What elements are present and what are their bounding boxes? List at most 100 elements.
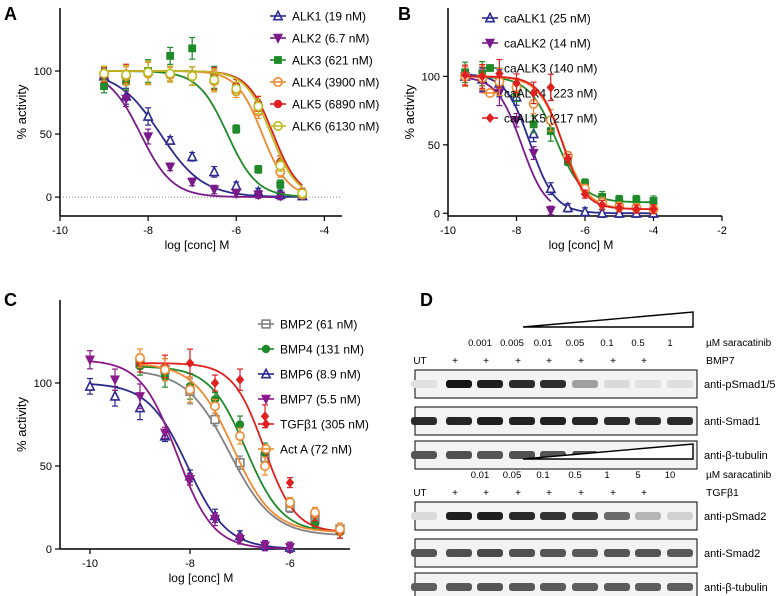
concentration-wedge xyxy=(522,311,694,328)
blot-band xyxy=(540,583,566,591)
chart-b-x-tick-label: -2 xyxy=(717,225,727,237)
concentration-label: 0.5 xyxy=(631,338,644,349)
chart-c-legend-label: BMP2 (61 nM) xyxy=(280,318,357,332)
blot-band xyxy=(509,512,535,520)
chart-c-data-point xyxy=(109,389,121,401)
chart-b-data-point xyxy=(581,179,589,188)
chart-b-x-tick-label: -4 xyxy=(649,225,659,237)
chart-c-y-tick-label: 50 xyxy=(40,461,52,473)
blot-band xyxy=(604,512,630,520)
chart-a-data-point xyxy=(253,190,264,201)
chart-c-fit-curve xyxy=(89,383,291,549)
treatment-mark: + xyxy=(483,356,489,367)
concentration-label: 0.05 xyxy=(566,338,585,349)
blot-band xyxy=(446,512,472,520)
chart-a-data-point xyxy=(164,133,176,145)
panel-label-b: B xyxy=(398,4,411,24)
blot-band xyxy=(411,549,437,557)
chart-b-y-tick-label: 100 xyxy=(422,71,440,83)
blot-band xyxy=(635,512,661,520)
chart-b-data-point xyxy=(649,197,658,205)
chart-b-data-point xyxy=(460,70,470,81)
chart-b-data-point xyxy=(529,120,538,129)
treatment-mark: + xyxy=(641,488,647,499)
concentration-label: 5 xyxy=(635,470,640,481)
treatment-label: BMP7 xyxy=(706,355,735,367)
treatment-mark: + xyxy=(578,488,584,499)
chart-a-fit-curve xyxy=(104,70,303,187)
chart-a-legend-label: ALK2 (6.7 nM) xyxy=(292,32,369,46)
chart-c-data-point xyxy=(234,534,246,545)
chart-c-data-point xyxy=(260,411,270,422)
concentration-label: 0.5 xyxy=(568,470,581,481)
concentration-unit: µM saracatinib xyxy=(706,470,772,481)
chart-b-series xyxy=(460,58,658,215)
panel-label-c: C xyxy=(4,290,17,310)
chart-b-legend-label: caALK2 (14 nM) xyxy=(504,37,591,51)
chart-b-data-point xyxy=(495,68,504,79)
chart-a-data-point xyxy=(166,52,175,60)
chart-c-data-point xyxy=(134,392,146,403)
chart-c-data-point xyxy=(210,401,221,412)
chart-a-data-point xyxy=(208,165,220,177)
treatment-mark: + xyxy=(610,356,616,367)
treatment-mark: + xyxy=(546,488,552,499)
chart-a-data-point xyxy=(297,188,308,199)
treatment-mark: + xyxy=(483,488,489,499)
blot-band xyxy=(667,583,693,591)
chart-b-legend-label: caALK1 (25 nM) xyxy=(504,12,591,26)
chart-a-data-point xyxy=(187,177,198,188)
chart-c-data-point xyxy=(184,475,196,486)
chart-b-data-point xyxy=(615,195,624,204)
chart-b-data-point xyxy=(528,148,539,159)
blot-band xyxy=(635,417,661,425)
blot-band xyxy=(667,417,693,425)
concentration-label: 1 xyxy=(604,470,609,481)
chart-c-legend-label: TGFβ1 (305 nM) xyxy=(280,418,369,432)
chart-a-data-point xyxy=(99,68,110,79)
chart-c-series xyxy=(84,350,296,554)
chart-c-data-point xyxy=(259,460,270,471)
blot-band xyxy=(604,380,630,388)
chart-a-x-tick-label: -4 xyxy=(319,225,329,237)
chart-b-data-point xyxy=(546,82,555,93)
chart-a-data-point xyxy=(254,165,263,174)
chart-a-data-point xyxy=(231,189,242,200)
chart-c-legend-label: BMP4 (131 nM) xyxy=(280,343,364,357)
chart-c-data-point xyxy=(159,428,171,439)
blot-band xyxy=(446,549,472,557)
blot-band xyxy=(509,583,535,591)
chart-c-fit-curve xyxy=(139,363,341,533)
chart-a-data-point xyxy=(142,109,154,121)
blot-band xyxy=(635,549,661,557)
concentration-label: 0.005 xyxy=(500,338,524,349)
chart-panel-b: 0 50 100 -10 -8 -6 -4 -2 log [conc] M % activity c… xyxy=(402,8,727,252)
chart-a-x-tick-label: -8 xyxy=(143,225,153,237)
chart-c-data-point xyxy=(309,507,320,518)
chart-b-data-point xyxy=(596,206,608,218)
chart-c-data-point xyxy=(284,497,295,508)
treatment-mark: + xyxy=(452,356,458,367)
chart-c-x-axis-label: log [conc] M xyxy=(169,571,234,585)
chart-b-data-point xyxy=(545,182,557,194)
chart-a-data-point xyxy=(165,68,176,79)
blot-band xyxy=(509,549,535,557)
treatment-mark: UT xyxy=(413,356,426,367)
chart-c-x-tick-label: -6 xyxy=(285,558,295,570)
blot-band xyxy=(446,583,472,591)
blot-band xyxy=(604,583,630,591)
chart-b-data-point xyxy=(511,116,522,127)
chart-a-data-point xyxy=(275,160,286,171)
chart-b-data-point xyxy=(545,206,556,217)
treatment-mark: + xyxy=(610,488,616,499)
chart-a-data-point xyxy=(209,74,220,85)
treatment-mark: + xyxy=(515,488,521,499)
blot-band xyxy=(477,417,503,425)
treatment-mark: + xyxy=(452,488,458,499)
chart-c-fit-curve xyxy=(140,362,341,532)
blot-band xyxy=(477,549,503,557)
blot-band xyxy=(604,417,630,425)
blot-band xyxy=(540,380,566,388)
blot-band xyxy=(572,417,598,425)
blot-band xyxy=(411,417,437,425)
